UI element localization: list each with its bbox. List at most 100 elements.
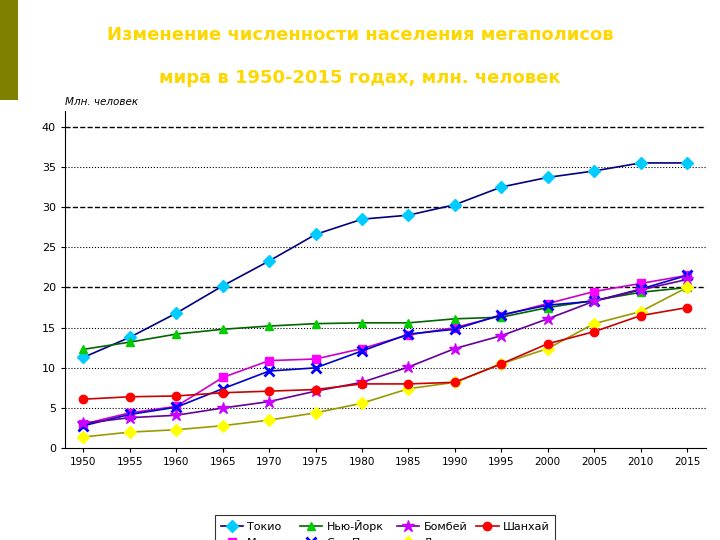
Сан-Паулу (451, 326, 459, 333)
Мехико (79, 421, 88, 427)
Сан-Паулу (125, 411, 134, 418)
Line: Бомбей: Бомбей (77, 273, 693, 429)
Токио (79, 354, 88, 361)
Шанхай (544, 341, 552, 347)
Шанхай (497, 361, 505, 367)
Сан-Паулу (311, 364, 320, 371)
Шанхай (218, 389, 227, 396)
Токио (451, 201, 459, 208)
Сан-Паулу (218, 386, 227, 392)
Line: Мехико: Мехико (79, 271, 691, 428)
Мехико (590, 288, 598, 295)
Шанхай (125, 394, 134, 400)
Дели (125, 429, 134, 435)
Сан-Паулу (265, 368, 274, 374)
Нью-Йорк (79, 346, 88, 353)
Line: Дели: Дели (79, 284, 691, 441)
Токио (358, 216, 366, 222)
Бомбей (404, 364, 413, 370)
Дели (218, 422, 227, 429)
Бомбей (636, 287, 645, 293)
Text: Млн. человек: Млн. человек (65, 97, 138, 107)
Мехико (218, 374, 227, 381)
Шанхай (683, 305, 691, 311)
Дели (172, 427, 181, 433)
Бомбей (125, 414, 134, 421)
Нью-Йорк (311, 320, 320, 327)
Шанхай (265, 388, 274, 394)
Нью-Йорк (358, 320, 366, 326)
Токио (265, 258, 274, 264)
Токио (172, 310, 181, 316)
Нью-Йорк (404, 320, 413, 326)
Text: мира в 1950-2015 годах, млн. человек: мира в 1950-2015 годах, млн. человек (159, 69, 561, 87)
Мехико (311, 356, 320, 362)
Сан-Паулу (79, 422, 88, 429)
Шанхай (358, 381, 366, 387)
Сан-Паулу (404, 331, 413, 338)
Шанхай (451, 379, 459, 386)
Шанхай (311, 386, 320, 393)
Нью-Йорк (497, 314, 505, 320)
Нью-Йорк (451, 315, 459, 322)
Мехико (451, 325, 459, 331)
Мехико (497, 312, 505, 319)
Сан-Паулу (683, 272, 691, 279)
Дели (590, 320, 598, 327)
Нью-Йорк (125, 339, 134, 346)
Дели (683, 284, 691, 291)
Сан-Паулу (544, 302, 552, 308)
Text: Изменение численности населения мегаполисов: Изменение численности населения мегаполи… (107, 26, 613, 44)
Шанхай (79, 396, 88, 402)
Шанхай (404, 381, 413, 387)
Дели (544, 345, 552, 352)
Нью-Йорк (590, 297, 598, 303)
Сан-Паулу (636, 286, 645, 292)
Мехико (404, 332, 413, 338)
Мехико (125, 410, 134, 416)
Токио (404, 212, 413, 218)
Токио (218, 282, 227, 289)
Сан-Паулу (358, 348, 366, 354)
Нью-Йорк (172, 331, 181, 338)
Сан-Паулу (172, 404, 181, 410)
Line: Шанхай: Шанхай (79, 303, 691, 403)
Дели (404, 386, 413, 392)
Токио (497, 184, 505, 190)
Токио (683, 160, 691, 166)
Line: Нью-Йорк: Нью-Йорк (79, 284, 691, 354)
Бомбей (311, 388, 320, 394)
Бомбей (265, 399, 274, 405)
Дели (79, 434, 88, 440)
Line: Токио: Токио (79, 159, 691, 362)
Сан-Паулу (590, 298, 598, 305)
Токио (125, 334, 134, 341)
Bar (0, 0, 18, 100)
Нью-Йорк (218, 326, 227, 333)
Токио (544, 174, 552, 181)
Мехико (172, 403, 181, 410)
Токио (590, 168, 598, 174)
Нью-Йорк (544, 305, 552, 311)
Мехико (683, 272, 691, 279)
Токио (311, 231, 320, 238)
Нью-Йорк (265, 323, 274, 329)
Дели (265, 417, 274, 423)
Line: Сан-Паулу: Сан-Паулу (78, 271, 692, 430)
Бомбей (79, 420, 88, 427)
Дели (636, 308, 645, 315)
Мехико (636, 280, 645, 287)
Дели (358, 400, 366, 407)
Нью-Йорк (636, 289, 645, 295)
Шанхай (590, 328, 598, 335)
Бомбей (451, 345, 459, 352)
Бомбей (497, 333, 505, 339)
Дели (311, 410, 320, 416)
Шанхай (636, 312, 645, 319)
Шанхай (172, 393, 181, 399)
Мехико (265, 357, 274, 364)
Бомбей (683, 276, 691, 283)
Бомбей (590, 298, 598, 305)
Токио (636, 160, 645, 166)
Бомбей (218, 405, 227, 411)
